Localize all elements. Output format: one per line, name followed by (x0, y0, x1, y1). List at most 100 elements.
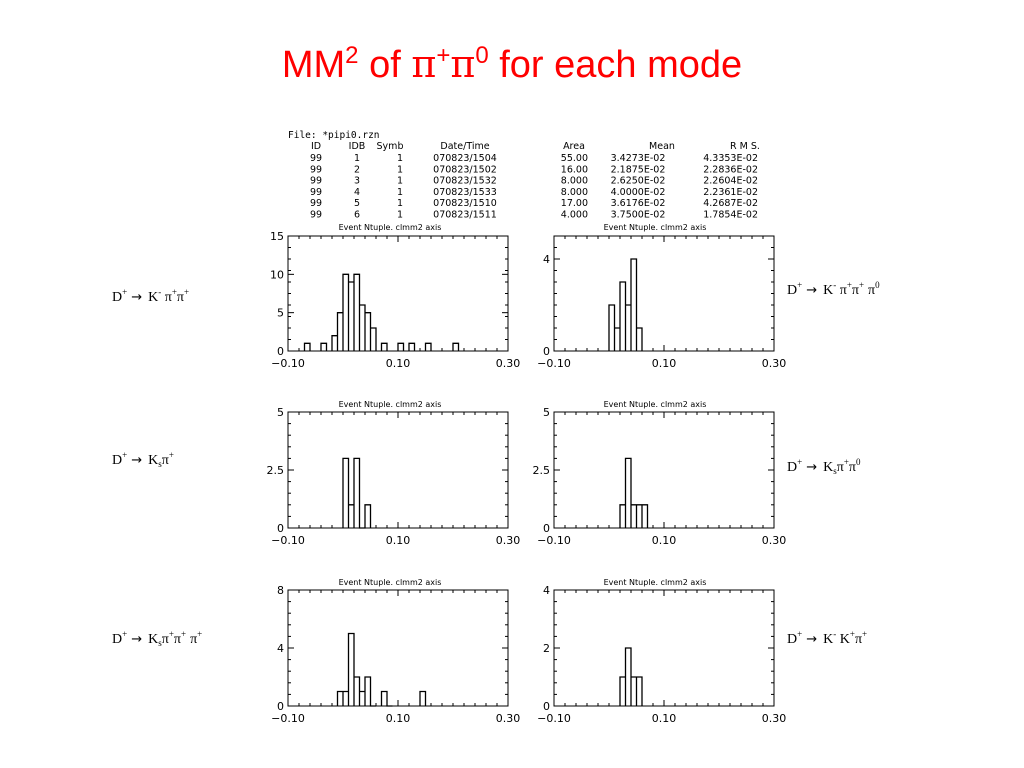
y-tick-label: 5 (543, 406, 550, 419)
mode-particle: π (190, 632, 198, 647)
mode-charge: + (180, 629, 187, 639)
x-tick-label: −0.10 (537, 357, 571, 370)
info-header: Date/Time (440, 141, 489, 152)
histogram-bin (365, 505, 371, 528)
histogram-bin (637, 328, 643, 351)
info-header: R M S. (730, 141, 760, 152)
info-cell: 070823/1510 (433, 198, 497, 209)
plot-title: Event Ntuple. clmm2 axis (339, 223, 442, 232)
mode-subscript: s (158, 459, 162, 469)
info-cell: 070823/1532 (433, 176, 497, 187)
mode-particle: K (148, 453, 159, 468)
histogram-bin (620, 677, 626, 706)
mode-charge: 0 (875, 280, 880, 290)
mode-particle: π (854, 632, 863, 647)
decay-mode-label: D+ → Ksπ+π0 (787, 457, 861, 476)
y-tick-label: 10 (270, 268, 284, 281)
mode-d-charge: + (122, 450, 128, 460)
slide-title: MM2 of π+π0 for each mode (0, 42, 1024, 87)
histogram-series (619, 457, 649, 528)
info-cell: 2.2361E-02 (703, 187, 758, 198)
y-tick-label: 0 (543, 522, 550, 535)
info-cell: 8.000 (561, 187, 588, 198)
x-tick-label: −0.10 (537, 534, 571, 547)
plot-title: Event Ntuple. clmm2 axis (339, 400, 442, 409)
histogram-bin (426, 343, 432, 351)
plot-title: Event Ntuple. clmm2 axis (604, 223, 707, 232)
mode-charge: + (171, 287, 177, 297)
info-cell: 3.6176E-02 (611, 198, 666, 209)
histogram-series (608, 258, 643, 351)
x-tick-label: 0.10 (652, 534, 677, 547)
title-mm: MM (281, 44, 346, 86)
histogram-series (303, 273, 460, 351)
arrow-icon: → (806, 632, 818, 647)
histogram-bin (453, 343, 459, 351)
mode-particle: π (839, 283, 847, 298)
arrow-icon: → (131, 632, 143, 647)
mode-particle: π (176, 290, 184, 305)
histogram-bin (609, 305, 615, 351)
histogram-bin (321, 343, 327, 351)
mode-d: D (787, 283, 798, 298)
y-tick-label: 5 (277, 406, 284, 419)
histogram-bin (420, 692, 426, 707)
x-tick-label: 0.30 (762, 534, 787, 547)
info-cell: 99 (310, 210, 322, 221)
info-cell: 070823/1502 (433, 164, 497, 175)
y-tick-label: 0 (543, 345, 550, 358)
histogram-bin (343, 692, 349, 707)
mode-charge: + (197, 629, 203, 639)
plot-frame (553, 411, 775, 529)
info-cell: 3 (354, 176, 360, 187)
info-cell: 1 (397, 164, 403, 175)
info-cell: 2.2604E-02 (703, 176, 758, 187)
mode-particle: K (839, 632, 850, 647)
mode-charge: + (168, 629, 174, 639)
mode-d-charge: + (122, 287, 128, 297)
info-cell: 4.3353E-02 (703, 153, 758, 164)
mode-d: D (787, 632, 798, 647)
mode-subscript: s (158, 638, 162, 648)
info-cell: 55.00 (561, 153, 588, 164)
histogram-bin (631, 677, 637, 706)
arrow-icon: → (131, 290, 143, 305)
histogram-bin (642, 505, 648, 528)
info-cell: 4.000 (561, 210, 588, 221)
mode-charge: - (833, 280, 837, 290)
mode-charge: - (833, 629, 837, 639)
y-tick-label: 0 (277, 345, 284, 358)
x-tick-label: 0.10 (386, 534, 411, 547)
histogram-bin (626, 648, 632, 706)
info-cell: 1 (397, 153, 403, 164)
y-tick-label: 4 (277, 642, 284, 655)
x-tick-label: 0.30 (496, 357, 521, 370)
mode-charge: 0 (855, 457, 861, 467)
plot-frame (287, 589, 509, 707)
mode-subscript: s (833, 466, 837, 476)
y-tick-label: 5 (277, 307, 284, 320)
histogram-bin (349, 634, 355, 707)
histogram-bin (349, 505, 355, 528)
histogram-bin (626, 305, 632, 351)
x-tick-label: 0.10 (652, 357, 677, 370)
info-cell: 99 (310, 198, 322, 209)
title-rest: for each mode (488, 44, 743, 86)
mode-d-charge: + (797, 629, 803, 639)
histogram-bin (409, 343, 415, 351)
mode-d: D (112, 453, 123, 468)
mode-d: D (787, 460, 798, 475)
histogram-bin (349, 282, 355, 351)
mode-particle: K (148, 290, 159, 305)
title-sup-plus: + (436, 42, 451, 69)
mode-particle: π (173, 632, 181, 647)
mode-particle: π (868, 283, 876, 298)
mode-charge: + (846, 280, 852, 290)
histogram-bin (343, 274, 349, 351)
mode-particle: π (851, 283, 859, 298)
histogram-bin (620, 505, 626, 528)
y-tick-label: 2.5 (267, 464, 285, 477)
mode-charge: + (843, 457, 849, 467)
info-cell: 1 (397, 176, 403, 187)
info-cell: 4 (354, 187, 360, 198)
